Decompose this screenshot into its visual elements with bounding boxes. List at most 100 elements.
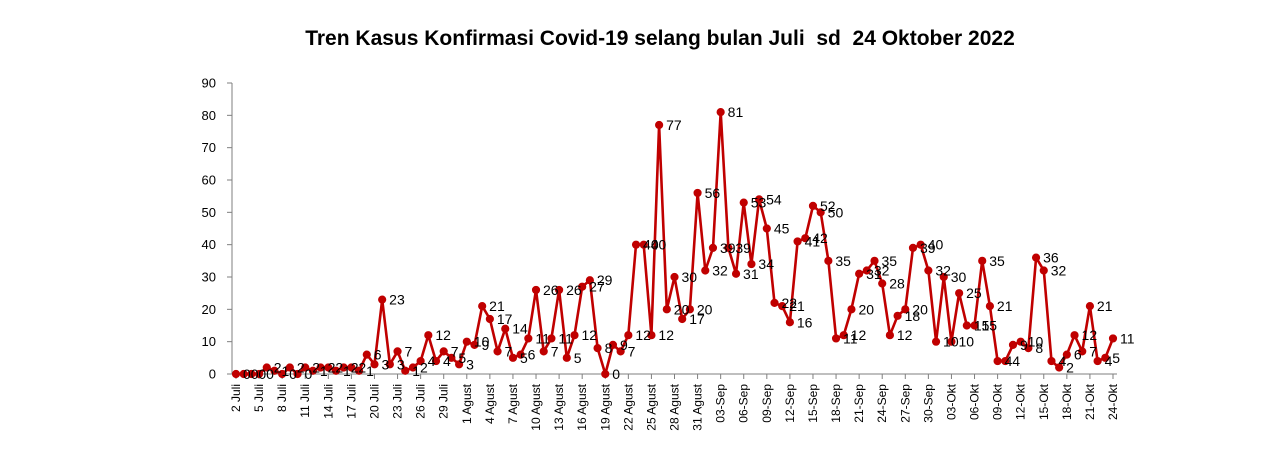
data-label: 2	[297, 360, 305, 376]
data-label: 21	[789, 298, 805, 314]
data-label: 5	[1112, 350, 1120, 366]
data-point	[285, 363, 294, 372]
data-point	[1093, 356, 1102, 366]
data-label: 52	[820, 198, 836, 214]
data-point	[1078, 347, 1087, 356]
data-point	[439, 347, 448, 356]
data-point	[262, 363, 271, 372]
y-axis-ticks: 0 10 20 30 40 50 60 70 80 90	[202, 76, 232, 382]
data-point	[831, 334, 841, 343]
x-tick-label: 5 Juli	[252, 384, 266, 412]
data-point	[1047, 356, 1056, 366]
data-label: 32	[874, 263, 890, 279]
data-point	[378, 295, 387, 304]
x-tick-label: 28 Agust	[668, 383, 682, 430]
data-point	[354, 366, 364, 375]
y-tick-label: 70	[202, 140, 216, 155]
data-label: 32	[712, 263, 728, 279]
x-tick-label: 16 Agust	[575, 383, 589, 430]
x-tick-label: 15-Okt	[1037, 383, 1051, 420]
data-point	[908, 243, 918, 252]
data-point	[1101, 353, 1110, 362]
x-tick-label: 24-Sep	[875, 384, 889, 423]
data-point	[416, 356, 425, 366]
y-tick-label: 20	[202, 302, 216, 317]
data-point	[1001, 356, 1010, 366]
chart-title: Tren Kasus Konfirmasi Covid-19 selang bu…	[305, 27, 1015, 50]
data-point	[631, 240, 641, 249]
y-tick-label: 50	[202, 205, 216, 220]
data-label: 16	[797, 314, 813, 330]
data-label: 4	[1012, 353, 1020, 369]
y-tick-label: 0	[209, 367, 216, 382]
data-point	[755, 195, 764, 204]
data-label: 42	[812, 230, 828, 246]
data-point	[639, 240, 648, 249]
data-point	[508, 353, 518, 362]
data-label: 81	[728, 104, 744, 120]
data-label: 5	[458, 350, 466, 366]
x-tick-label: 19 Agust	[598, 383, 612, 430]
data-label: 34	[758, 256, 774, 272]
data-label: 3	[397, 356, 405, 372]
data-label: 0	[243, 366, 251, 382]
data-point	[685, 305, 694, 314]
data-point	[778, 301, 787, 311]
data-label: 9	[1020, 337, 1028, 353]
data-label: 8	[1035, 340, 1043, 356]
data-point	[401, 366, 410, 375]
data-point	[1016, 337, 1025, 346]
data-point	[555, 285, 564, 295]
y-tick-label: 80	[202, 108, 216, 123]
x-tick-label: 25 Agust	[644, 383, 658, 430]
data-label: 0	[305, 366, 313, 382]
data-label: 12	[851, 327, 867, 343]
data-label: 6	[528, 347, 536, 363]
data-point	[931, 337, 941, 346]
data-label: 9	[620, 337, 628, 353]
data-point	[724, 243, 733, 252]
data-label: 2	[328, 360, 336, 376]
data-point	[424, 331, 433, 340]
data-label: 11	[558, 330, 573, 346]
data-point	[739, 198, 748, 207]
data-point	[501, 324, 510, 333]
data-label: 2	[358, 360, 366, 376]
data-point	[801, 234, 810, 243]
data-point	[839, 331, 848, 340]
x-tick-label: 26 Juli	[414, 384, 428, 419]
data-label: 35	[882, 253, 898, 269]
data-label: 2	[351, 360, 359, 376]
x-tick-label: 11 Juli	[298, 384, 312, 418]
x-tick-label: 17 Juli	[344, 384, 358, 419]
x-tick-label: 09-Sep	[760, 384, 774, 423]
x-tick-label: 06-Okt	[968, 383, 982, 420]
data-label: 18	[905, 308, 921, 324]
x-tick-label: 12-Sep	[783, 384, 797, 423]
data-label: 2	[1066, 360, 1074, 376]
data-label: 1	[366, 363, 374, 379]
data-label: 20	[674, 301, 690, 317]
data-point	[1031, 253, 1041, 262]
data-point	[978, 256, 987, 265]
data-label: 10	[943, 334, 959, 350]
data-label: 6	[374, 347, 382, 363]
data-point	[308, 366, 318, 375]
data-label: 27	[589, 279, 605, 295]
data-label: 2	[312, 360, 320, 376]
data-label: 9	[481, 337, 489, 353]
data-point	[808, 201, 818, 210]
data-point	[1062, 350, 1071, 359]
data-label: 2	[274, 360, 282, 376]
data-point	[539, 347, 548, 356]
data-label: 32	[935, 263, 951, 279]
data-point	[485, 314, 494, 324]
data-point	[893, 311, 902, 320]
data-label: 4	[1005, 353, 1013, 369]
y-tick-label: 90	[202, 76, 216, 91]
data-point	[693, 188, 702, 198]
data-label: 12	[581, 327, 597, 343]
data-label: 29	[597, 272, 613, 288]
